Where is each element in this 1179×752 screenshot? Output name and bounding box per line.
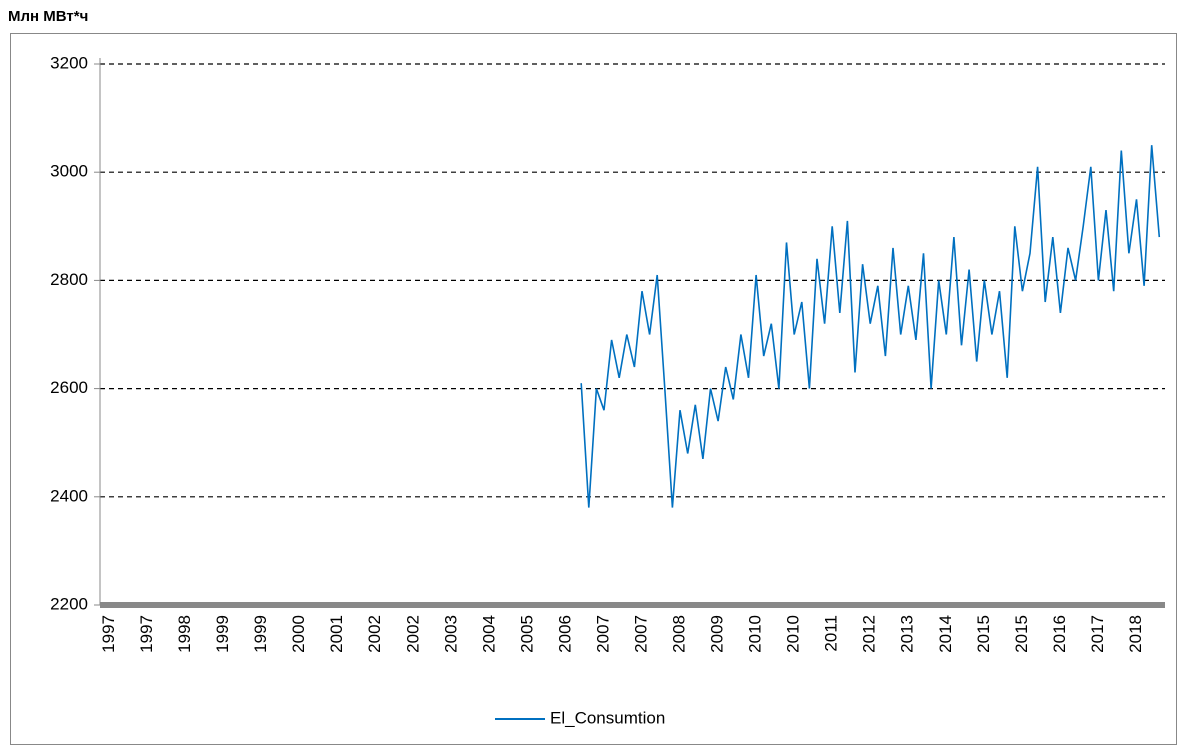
chart-border	[10, 33, 1177, 745]
x-tick-label: 2002	[403, 615, 422, 653]
x-tick-label: 2007	[593, 615, 612, 653]
x-tick-label: 2003	[441, 615, 460, 653]
y-tick-label: 3000	[50, 162, 88, 181]
x-tick-label: 2007	[631, 615, 650, 653]
x-tick-label: 2002	[365, 615, 384, 653]
x-tick-label: 1998	[175, 615, 194, 653]
y-tick-label: 3200	[50, 53, 88, 72]
x-tick-label: 1999	[251, 615, 270, 653]
x-tick-label: 2008	[670, 615, 689, 653]
x-tick-label: 2012	[860, 615, 879, 653]
data-line	[580, 145, 1161, 508]
x-tick-label: 2004	[479, 615, 498, 653]
x-tick-label: 2011	[822, 615, 841, 652]
x-tick-label: 2015	[1012, 615, 1031, 653]
chart-title: Млн МВт*ч	[8, 8, 88, 25]
x-tick-label: 2018	[1126, 615, 1145, 653]
y-tick-label: 2200	[50, 594, 88, 613]
x-tick-label: 1999	[213, 615, 232, 653]
y-tick-label: 2400	[50, 486, 88, 505]
x-tick-label: 2006	[555, 615, 574, 653]
x-tick-label: 2013	[898, 615, 917, 653]
x-tick-label: 1997	[99, 615, 118, 653]
y-tick-label: 2800	[50, 270, 88, 289]
x-tick-label: 2009	[708, 615, 727, 653]
x-tick-label: 2001	[327, 615, 346, 653]
x-tick-label: 1997	[137, 615, 156, 653]
x-tick-label: 2010	[746, 615, 765, 653]
x-tick-label: 2014	[936, 615, 955, 653]
y-tick-label: 2600	[50, 378, 88, 397]
x-axis	[100, 602, 1165, 608]
x-tick-label: 2016	[1050, 615, 1069, 653]
x-tick-label: 2010	[784, 615, 803, 653]
legend-label: El_Consumtion	[550, 708, 665, 727]
x-tick-label: 2005	[517, 615, 536, 653]
x-tick-label: 2017	[1088, 615, 1107, 653]
x-tick-label: 2015	[974, 615, 993, 653]
x-tick-label: 2000	[289, 615, 308, 653]
